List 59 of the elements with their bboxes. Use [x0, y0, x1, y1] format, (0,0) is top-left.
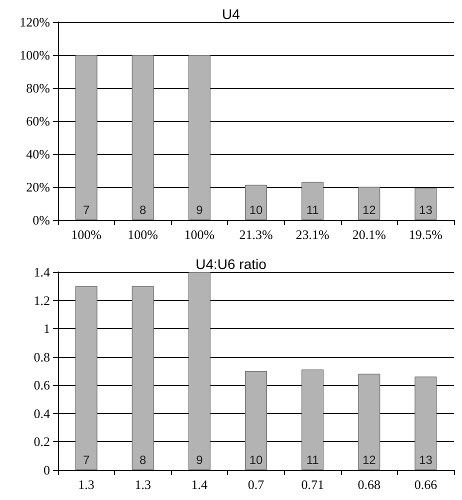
y-tick-label: 60% — [26, 114, 50, 128]
chart-title: U4 — [222, 6, 240, 22]
x-tick-label: 7 — [82, 453, 90, 467]
data-label: 21.3% — [239, 227, 273, 242]
x-tick-label: 12 — [362, 453, 376, 467]
data-label: 0.68 — [358, 477, 381, 492]
data-label: 100% — [71, 227, 102, 242]
data-label: 100% — [184, 227, 215, 242]
bar — [75, 286, 98, 470]
y-tick-label: 0.2 — [34, 434, 50, 450]
data-label: 0.66 — [414, 477, 438, 492]
x-tick-label: 13 — [419, 203, 433, 217]
bar — [132, 55, 154, 220]
bar — [132, 286, 154, 470]
x-tick-label: 13 — [419, 453, 433, 467]
y-tick-label: 0.8 — [34, 349, 50, 364]
bar — [302, 182, 324, 220]
y-tick-label: 120% — [20, 14, 50, 30]
y-tick-label: 0% — [32, 212, 50, 228]
data-label: 0.7 — [248, 477, 265, 492]
x-tick-label: 10 — [249, 203, 263, 217]
y-tick-label: 1 — [44, 321, 50, 336]
x-tick-label: 11 — [306, 203, 320, 217]
data-label: 19.5% — [408, 227, 443, 242]
bar — [302, 370, 324, 470]
y-tick-label: 1.4 — [34, 264, 50, 280]
y-tick-label: 0 — [44, 462, 50, 478]
bar — [414, 376, 437, 470]
y-tick-label: 80% — [26, 80, 50, 96]
y-tick-label: 20% — [26, 180, 50, 194]
bar — [358, 186, 380, 220]
data-label: 1.3 — [134, 477, 151, 492]
x-tick-label: 9 — [196, 203, 204, 217]
data-label: 20.1% — [352, 227, 386, 242]
bar — [245, 371, 267, 470]
bar — [188, 55, 210, 220]
data-label: 0.71 — [301, 477, 324, 492]
bar — [414, 188, 437, 220]
x-tick-label: 9 — [196, 453, 204, 467]
x-tick-label: 8 — [140, 203, 147, 217]
bar — [188, 272, 210, 470]
x-tick-label: 10 — [249, 453, 263, 467]
chart-title: U4:U6 ratio — [196, 256, 267, 272]
y-tick-label: 40% — [26, 146, 50, 162]
bar — [245, 184, 267, 220]
y-tick-label: 0.6 — [34, 378, 50, 393]
data-label: 100% — [128, 227, 158, 242]
data-label: 1.3 — [78, 477, 94, 492]
bar — [358, 374, 380, 470]
y-tick-label: 1.2 — [34, 292, 50, 308]
x-tick-label: 7 — [82, 203, 90, 217]
x-tick-label: 12 — [362, 203, 376, 217]
x-tick-label: 8 — [140, 453, 147, 467]
bar — [75, 55, 98, 220]
y-tick-label: 100% — [20, 48, 50, 62]
data-label: 1.4 — [191, 477, 208, 492]
x-tick-label: 11 — [306, 453, 320, 467]
y-tick-label: 0.4 — [34, 406, 50, 421]
data-label: 23.1% — [296, 227, 330, 242]
